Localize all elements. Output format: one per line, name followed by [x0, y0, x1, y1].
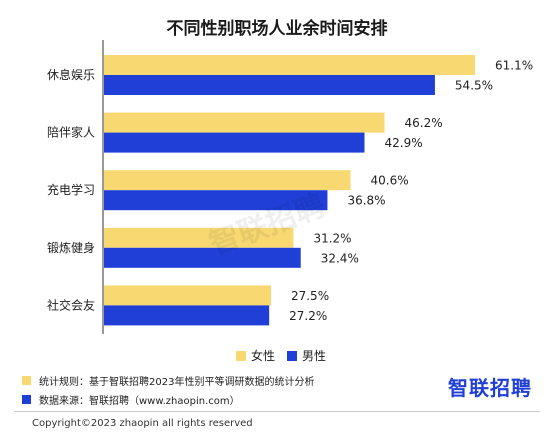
copyright-text: Copyright©2023 zhaopin all rights reserv… — [32, 418, 253, 429]
data-label: 27.2% — [289, 309, 327, 323]
bar-male — [104, 305, 270, 326]
legend-swatch-male — [287, 350, 298, 361]
note-swatch-blue — [22, 395, 31, 404]
bar-male — [104, 75, 435, 95]
legend-item-female: 女性 — [236, 347, 275, 364]
bar-female — [104, 170, 351, 191]
note-swatch-yellow — [22, 376, 31, 385]
data-source-note: 数据来源：智联招聘（www.zhaopin.com） — [22, 392, 240, 407]
category-label: 陪伴家人 — [47, 125, 95, 140]
bar-male — [104, 132, 365, 153]
legend-label-male: 男性 — [302, 349, 327, 363]
category-label: 充电学习 — [47, 182, 95, 197]
data-label: 54.5% — [455, 79, 493, 93]
data-label: 36.8% — [347, 194, 385, 208]
data-label: 31.2% — [313, 231, 351, 245]
bar-male — [104, 247, 301, 268]
category-label: 社交会友 — [47, 297, 95, 312]
chart-legend: 女性 男性 — [236, 347, 338, 364]
data-label: 46.2% — [405, 116, 443, 130]
data-source-text: 数据来源：智联招聘（www.zhaopin.com） — [39, 396, 240, 407]
statistics-rule-text: 统计规则：基于智联招聘2023年性别平等调研数据的统计分析 — [39, 377, 315, 388]
legend-item-male: 男性 — [287, 347, 326, 364]
data-label: 40.6% — [371, 174, 409, 188]
data-label: 27.5% — [291, 289, 329, 303]
bar-female — [104, 55, 475, 75]
data-label: 42.9% — [384, 136, 422, 150]
footer-divider — [14, 411, 540, 412]
bar-female — [104, 227, 294, 248]
category-label: 锻炼健身 — [47, 240, 95, 255]
legend-label-female: 女性 — [251, 349, 276, 363]
bar-female — [104, 285, 271, 306]
data-label: 32.4% — [321, 251, 359, 265]
legend-swatch-female — [236, 350, 246, 361]
bar-male — [104, 190, 328, 211]
data-label: 61.1% — [495, 59, 533, 73]
bar-female — [104, 112, 385, 133]
category-label: 休息娱乐 — [47, 67, 95, 82]
brand-logo: 智联招聘 — [448, 376, 532, 400]
chart-title: 不同性别职场人业余时间安排 — [166, 19, 388, 39]
statistics-rule-note: 统计规则：基于智联招聘2023年性别平等调研数据的统计分析 — [22, 373, 314, 388]
